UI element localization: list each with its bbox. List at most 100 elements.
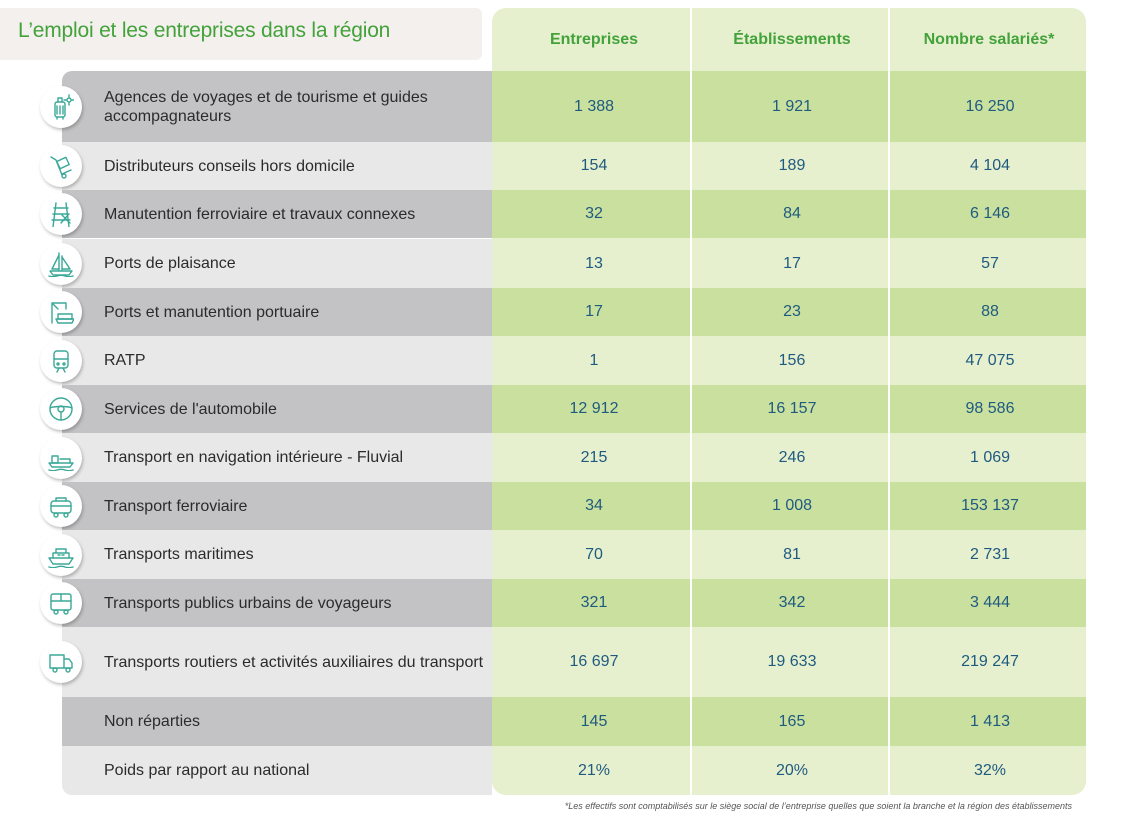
row-label-background [62, 71, 492, 142]
cell-entreprises: 70 [585, 545, 603, 563]
row-values-background [492, 385, 1086, 433]
row-label-background [62, 385, 492, 433]
cell-salaries: 6 146 [969, 205, 1011, 222]
train-icon [40, 485, 82, 527]
cell-etablissements: 342 [778, 594, 806, 611]
table-row: Services de l'automobile 12 912 16 157 98 5… [0, 385, 1127, 433]
cell-salaries: 16 250 [965, 97, 1015, 115]
luggage-icon [40, 85, 82, 128]
cell-entreprises: 154 [580, 157, 608, 174]
cell-entreprises: 321 [580, 594, 608, 611]
column-divider [690, 8, 692, 795]
row-label: Non réparties [104, 713, 201, 730]
cell-salaries: 47 075 [965, 351, 1015, 369]
row-label-background [62, 142, 492, 190]
rail-tools-icon [40, 193, 82, 235]
cell-salaries: 153 137 [961, 497, 1019, 514]
page-title: L’emploi et les entreprises dans la régi… [18, 19, 391, 42]
row-label: Transports maritimes [104, 546, 254, 563]
row-values-background [492, 530, 1086, 579]
cell-etablissements: 81 [783, 545, 801, 563]
row-label: Transport ferroviaire [104, 497, 248, 515]
row-label: Ports et manutention portuaire [104, 303, 320, 321]
table-row: Poids par rapport au national 21% 20% 32% [0, 746, 1127, 795]
barge-icon [40, 436, 82, 479]
cell-etablissements: 23 [783, 303, 801, 320]
column-header-entreprises: Entreprises [549, 30, 639, 48]
cell-etablissements: 84 [783, 205, 801, 222]
table-row: Transports routiers et activités auxilia… [0, 627, 1127, 697]
table-row: Agences de voyages et de tourisme et gui… [0, 71, 1127, 142]
cell-entreprises: 34 [585, 497, 603, 514]
row-values-background [492, 746, 1086, 795]
sailboat-icon [40, 242, 82, 285]
cell-salaries: 32% [973, 761, 1007, 779]
row-label-background [62, 433, 492, 482]
cell-etablissements: 165 [778, 712, 806, 730]
row-values-background [492, 433, 1086, 482]
cell-salaries: 98 586 [965, 400, 1015, 417]
table-row: Non réparties 145 165 1 413 [0, 697, 1127, 746]
row-label: Distributeurs conseils hors domicile [104, 157, 355, 175]
row-label-background [62, 697, 492, 746]
cell-entreprises: 1 [589, 351, 599, 369]
cell-entreprises: 21% [577, 761, 611, 779]
cell-entreprises: 32 [585, 205, 603, 222]
table-row: Transports maritimes 70 81 2 731 [0, 530, 1127, 579]
row-values-background [492, 482, 1086, 530]
table-row: Ports de plaisance 13 17 57 [0, 239, 1127, 288]
cell-salaries: 57 [981, 254, 999, 272]
cell-salaries: 1 069 [969, 448, 1011, 466]
cell-etablissements: 1 921 [771, 97, 813, 115]
row-label-background [62, 190, 492, 238]
column-header-salaries: Nombre salariés* [923, 30, 1055, 48]
cell-salaries: 2 731 [969, 545, 1011, 563]
cell-etablissements: 19 633 [767, 653, 817, 670]
row-label: Ports de plaisance [104, 255, 236, 272]
metro-icon [40, 339, 82, 382]
hand-truck-icon [40, 145, 82, 187]
row-values-background [492, 579, 1086, 627]
cell-entreprises: 17 [585, 303, 603, 320]
cell-etablissements: 16 157 [767, 400, 817, 417]
steering-wheel-icon [40, 388, 82, 430]
cell-etablissements: 17 [783, 254, 801, 272]
truck-icon [40, 641, 82, 683]
cell-salaries: 219 247 [961, 653, 1019, 670]
cell-entreprises: 13 [585, 254, 603, 272]
bus-icon [40, 582, 82, 624]
row-label: Transports routiers et activités auxilia… [104, 653, 484, 671]
table-row: Ports et manutention portuaire 17 23 88 [0, 288, 1127, 336]
row-values-background [492, 336, 1086, 385]
footnote: *Les effectifs sont comptabilisés sur le… [564, 801, 1072, 811]
cell-entreprises: 215 [580, 448, 608, 466]
row-values-background [492, 239, 1086, 288]
row-values-background [492, 627, 1086, 697]
row-label: RATP [104, 352, 146, 369]
cell-entreprises: 1 388 [573, 97, 615, 115]
cell-etablissements: 189 [778, 157, 806, 174]
title-banner: L’emploi et les entreprises dans la régi… [0, 8, 482, 60]
row-label-background [62, 239, 492, 288]
row-label-background [62, 482, 492, 530]
cell-salaries: 3 444 [969, 594, 1011, 611]
cell-etablissements: 246 [778, 448, 806, 466]
cell-etablissements: 1 008 [771, 497, 813, 514]
row-label-background [62, 336, 492, 385]
table-row: Transport ferroviaire 34 1 008 153 137 [0, 482, 1127, 530]
row-label-background [62, 579, 492, 627]
row-label: Transport en navigation intérieure - Flu… [104, 449, 404, 466]
table-row: Transports publics urbains de voyageurs 3… [0, 579, 1127, 627]
table-row: RATP 1 156 47 075 [0, 336, 1127, 385]
row-label: Agences de voyages et de tourisme et gui… [104, 88, 428, 125]
cell-etablissements: 20% [775, 761, 809, 779]
ship-icon [40, 533, 82, 576]
row-values-background [492, 697, 1086, 746]
cell-entreprises: 12 912 [569, 400, 619, 417]
cell-salaries: 1 413 [969, 712, 1011, 730]
cell-salaries: 4 104 [969, 157, 1011, 174]
cell-etablissements: 156 [778, 351, 806, 369]
row-label-background [62, 530, 492, 579]
table-row: Transport en navigation intérieure - Flu… [0, 433, 1127, 482]
column-header-etablissements: Établissements [733, 30, 851, 48]
